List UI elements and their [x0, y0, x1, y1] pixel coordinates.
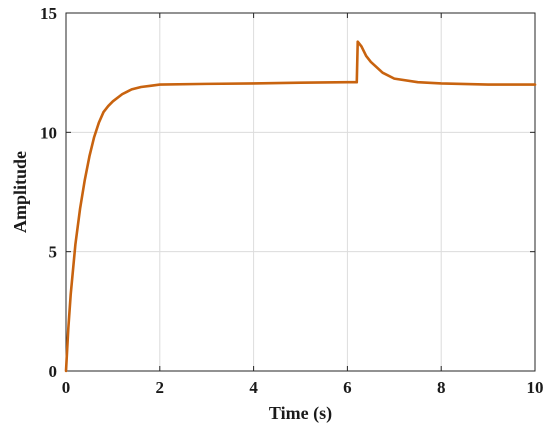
x-tick-label: 0 — [62, 378, 71, 397]
y-tick-label: 5 — [49, 243, 58, 262]
y-tick-label: 15 — [40, 4, 57, 23]
x-tick-label: 2 — [156, 378, 165, 397]
y-tick-label: 0 — [49, 362, 58, 381]
axes — [65, 12, 536, 372]
series-layer — [64, 40, 537, 373]
labels: Time (s) Amplitude 0 2 4 6 8 10 0 5 10 15 — [10, 4, 544, 424]
axes-frame — [65, 12, 536, 372]
x-axis-title: Time (s) — [269, 403, 332, 424]
x-tick-label: 10 — [527, 378, 544, 397]
x-tick-label: 6 — [343, 378, 352, 397]
series-line — [64, 40, 537, 373]
plot-area — [66, 13, 535, 371]
y-axis-title: Amplitude — [10, 151, 30, 233]
y-tick-label: 10 — [40, 123, 57, 142]
x-tick-label: 4 — [249, 378, 258, 397]
x-tick-label: 8 — [437, 378, 446, 397]
grid — [65, 12, 536, 372]
